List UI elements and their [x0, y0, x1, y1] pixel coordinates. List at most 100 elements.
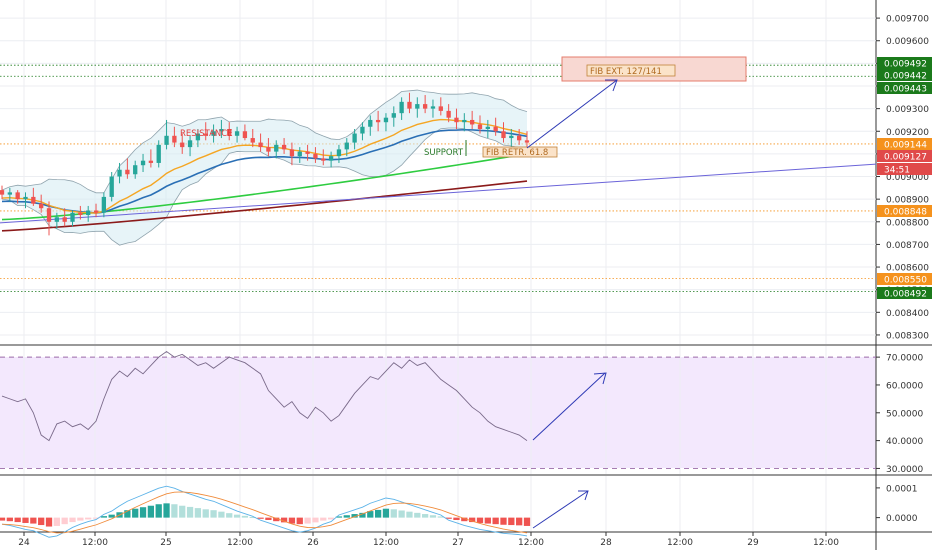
macd-bar: [429, 515, 437, 518]
support-label: SUPPORT: [424, 148, 464, 158]
macd-bar: [241, 515, 249, 518]
candle-body: [274, 144, 279, 152]
y-tick-label: 0.009600: [886, 37, 929, 47]
candle-body: [164, 135, 169, 145]
price-label-text: 0.009442: [884, 72, 927, 82]
candle-body: [258, 142, 263, 148]
candle-body: [281, 144, 287, 150]
candle-body: [148, 160, 154, 163]
price-label-text: 0.008848: [884, 208, 927, 218]
x-tick-label: 12:00: [667, 538, 693, 548]
candle-body: [70, 212, 75, 222]
macd-bar: [304, 517, 311, 524]
candle-body: [172, 135, 177, 143]
candle-body: [133, 165, 138, 175]
macd-bar: [445, 517, 452, 519]
macd-bar: [14, 517, 21, 523]
macd-bar: [257, 517, 264, 519]
candle-body: [375, 119, 381, 123]
macd-bar: [85, 517, 92, 520]
macd-bar: [469, 517, 476, 523]
macd-bar: [390, 509, 397, 518]
candle-body: [15, 192, 20, 200]
x-tick-label: 12:00: [518, 538, 544, 548]
candle-body: [62, 217, 67, 222]
candle-body: [391, 113, 396, 118]
y-tick-label: 0.008400: [886, 309, 929, 319]
candle-body: [46, 208, 52, 222]
candle-body: [501, 131, 506, 139]
candle-body: [117, 169, 122, 177]
macd-bar: [320, 517, 327, 521]
x-tick-label: 26: [307, 538, 319, 548]
trend-line: [0, 163, 877, 224]
x-tick-label: 29: [747, 538, 759, 548]
bollinger-lower: [1, 127, 528, 246]
macd-bar: [202, 509, 209, 518]
candle-body: [156, 144, 161, 163]
candle-body: [422, 104, 428, 109]
candle-body: [509, 135, 514, 139]
candle-body: [211, 131, 216, 136]
candle-body: [289, 149, 295, 157]
price-label-tag: [877, 273, 932, 285]
candle-body: [328, 156, 334, 161]
osc-tick-label: 50.0000: [886, 409, 923, 419]
candle-body: [227, 129, 232, 136]
macd-bar: [312, 517, 319, 523]
macd-bar: [163, 503, 170, 518]
macd-line: [1, 485, 528, 538]
macd-layer: [0, 485, 531, 538]
candle-body: [313, 153, 318, 159]
bollinger-band-fill: [2, 90, 527, 246]
macd-bar: [108, 514, 115, 518]
macd-bar: [69, 517, 76, 523]
price-label-text: 0.008550: [884, 276, 927, 286]
candle-body: [39, 203, 44, 209]
y-tick-label: 0.008700: [886, 241, 929, 251]
macd-bar: [516, 517, 523, 526]
macd-bar: [53, 517, 60, 526]
candle-body: [242, 131, 248, 139]
macd-bar: [398, 510, 405, 518]
y-tick-label: 0.008300: [886, 331, 929, 341]
candle-body: [297, 151, 302, 157]
osc-tick-label: 60.0000: [886, 381, 923, 391]
price-label-tag: [877, 287, 932, 299]
x-tick-label: 12:00: [373, 538, 399, 548]
candle-body: [517, 135, 522, 141]
candle-body: [234, 131, 240, 136]
price-label-tag: [877, 205, 932, 217]
bollinger-upper: [1, 89, 528, 194]
osc-tick-label: 70.0000: [886, 354, 923, 364]
candle-body: [31, 196, 36, 204]
signal-line: [1, 491, 528, 534]
trend-arrow-osc: [532, 372, 606, 441]
candle-body: [93, 210, 99, 213]
trend-arrow-macd: [532, 490, 589, 529]
candle-body: [250, 138, 255, 143]
macd-bar: [210, 510, 217, 518]
candle-body: [321, 158, 326, 161]
macd-bar: [139, 507, 147, 518]
fib-retr-label-box: [482, 146, 558, 158]
macd-bar: [273, 517, 280, 522]
macd-bar: [406, 511, 413, 518]
macd-bar: [296, 517, 303, 525]
x-tick-label: 24: [18, 538, 30, 548]
macd-bar: [147, 505, 155, 518]
candle-body: [360, 126, 365, 134]
macd-bar: [30, 517, 37, 524]
candle-body: [399, 101, 404, 114]
candle-body: [368, 119, 373, 127]
price-label-text: 34:51: [884, 166, 910, 176]
macd-bar: [523, 517, 531, 526]
candle-body: [101, 196, 107, 213]
trend-arrow-price-head: [605, 79, 618, 92]
trend-arrow-osc-head: [593, 372, 607, 385]
macd-bar: [492, 517, 499, 525]
macd-bar: [22, 517, 29, 523]
macd-bar: [249, 517, 256, 519]
price-label-text: 0.009127: [884, 153, 927, 163]
